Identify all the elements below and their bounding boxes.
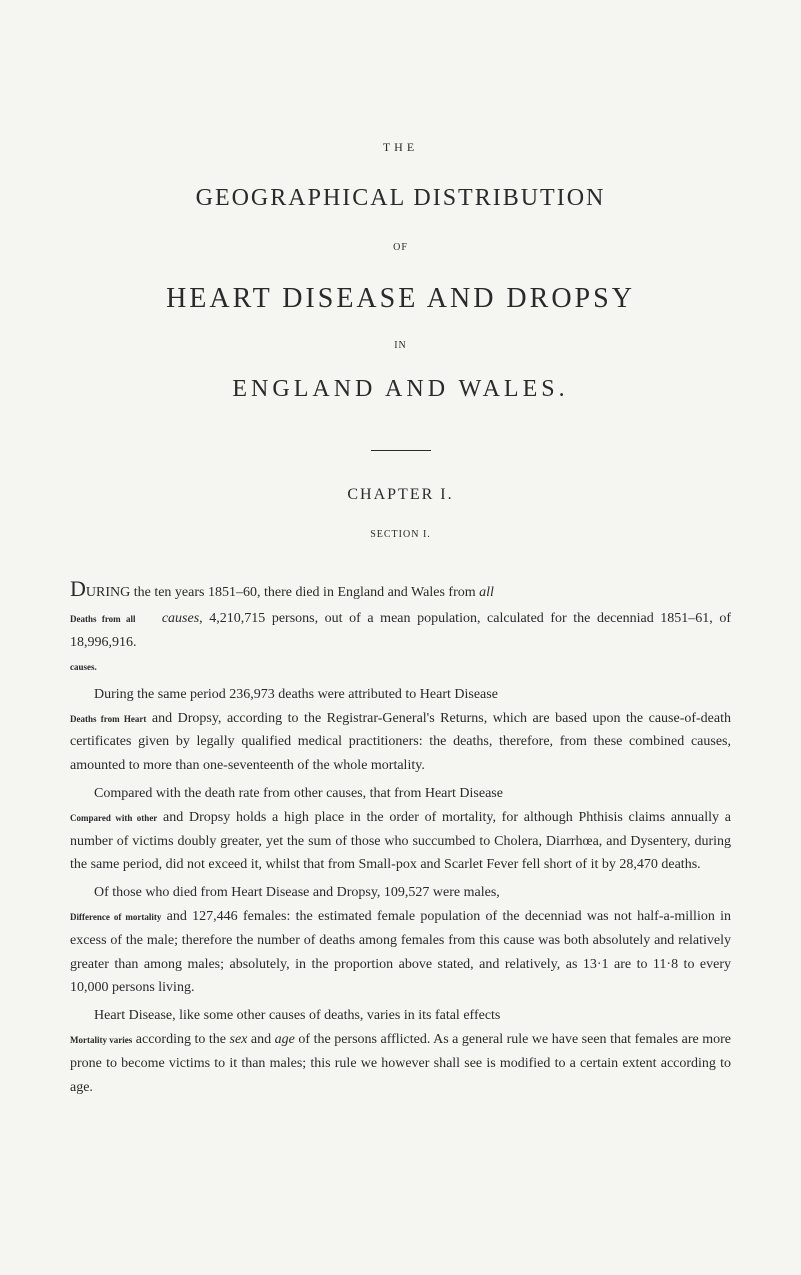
- margin-note-5a: Mortality varies: [70, 1035, 132, 1045]
- p4-text-1: Of those who died from Heart Disease and…: [94, 885, 500, 900]
- paragraph-1: DURING the ten years 1851–60, there died…: [70, 570, 731, 679]
- subject-title: HEART DISEASE AND DROPSY: [70, 283, 731, 315]
- p5-italic-1: sex: [230, 1032, 248, 1047]
- margin-note-3a: Compared with other: [70, 813, 157, 823]
- p5-text-3: and: [247, 1032, 274, 1047]
- p5-italic-2: age: [275, 1032, 295, 1047]
- p1-italic-1: all: [479, 585, 494, 600]
- dropcap: D: [70, 576, 86, 601]
- margin-note-2a: Deaths from Heart: [70, 714, 146, 724]
- p3-text-2: and Dropsy holds a high place in the ord…: [70, 810, 731, 873]
- section-heading: SECTION I.: [70, 529, 731, 540]
- paragraph-4: Of those who died from Heart Disease and…: [70, 881, 731, 1000]
- p5-text-2: according to the: [132, 1032, 229, 1047]
- body-text: DURING the ten years 1851–60, there died…: [70, 570, 731, 1099]
- p3-text-1: Compared with the death rate from other …: [94, 786, 503, 801]
- the-text: THE: [70, 140, 731, 155]
- p2-text-1: During the same period 236,973 deaths we…: [94, 687, 498, 702]
- chapter-heading: CHAPTER I.: [70, 486, 731, 504]
- location-title: ENGLAND AND WALES.: [70, 376, 731, 403]
- divider: [70, 438, 731, 456]
- p2-text-2: and Dropsy, according to the Registrar-G…: [70, 711, 731, 774]
- margin-note-4a: Difference of mortality: [70, 912, 161, 922]
- margin-note-1b: causes.: [70, 662, 97, 672]
- paragraph-3: Compared with the death rate from other …: [70, 782, 731, 877]
- of-text: OF: [70, 242, 731, 253]
- paragraph-2: During the same period 236,973 deaths we…: [70, 683, 731, 778]
- p5-text-1: Heart Disease, like some other causes of…: [94, 1008, 500, 1023]
- p1-italic-2: causes: [162, 611, 199, 626]
- margin-note-1a: Deaths from all: [70, 614, 136, 624]
- main-title: GEOGRAPHICAL DISTRIBUTION: [70, 185, 731, 212]
- p1-text-1: URING the ten years 1851–60, there died …: [86, 585, 479, 600]
- paragraph-5: Heart Disease, like some other causes of…: [70, 1004, 731, 1099]
- in-text: IN: [70, 340, 731, 351]
- p4-text-2: and 127,446 females: the estimated femal…: [70, 909, 731, 995]
